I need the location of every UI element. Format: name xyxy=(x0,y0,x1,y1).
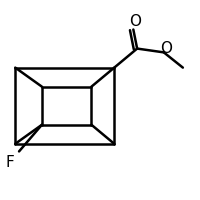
Text: F: F xyxy=(5,155,14,170)
Text: O: O xyxy=(160,41,172,56)
Text: O: O xyxy=(129,14,141,29)
